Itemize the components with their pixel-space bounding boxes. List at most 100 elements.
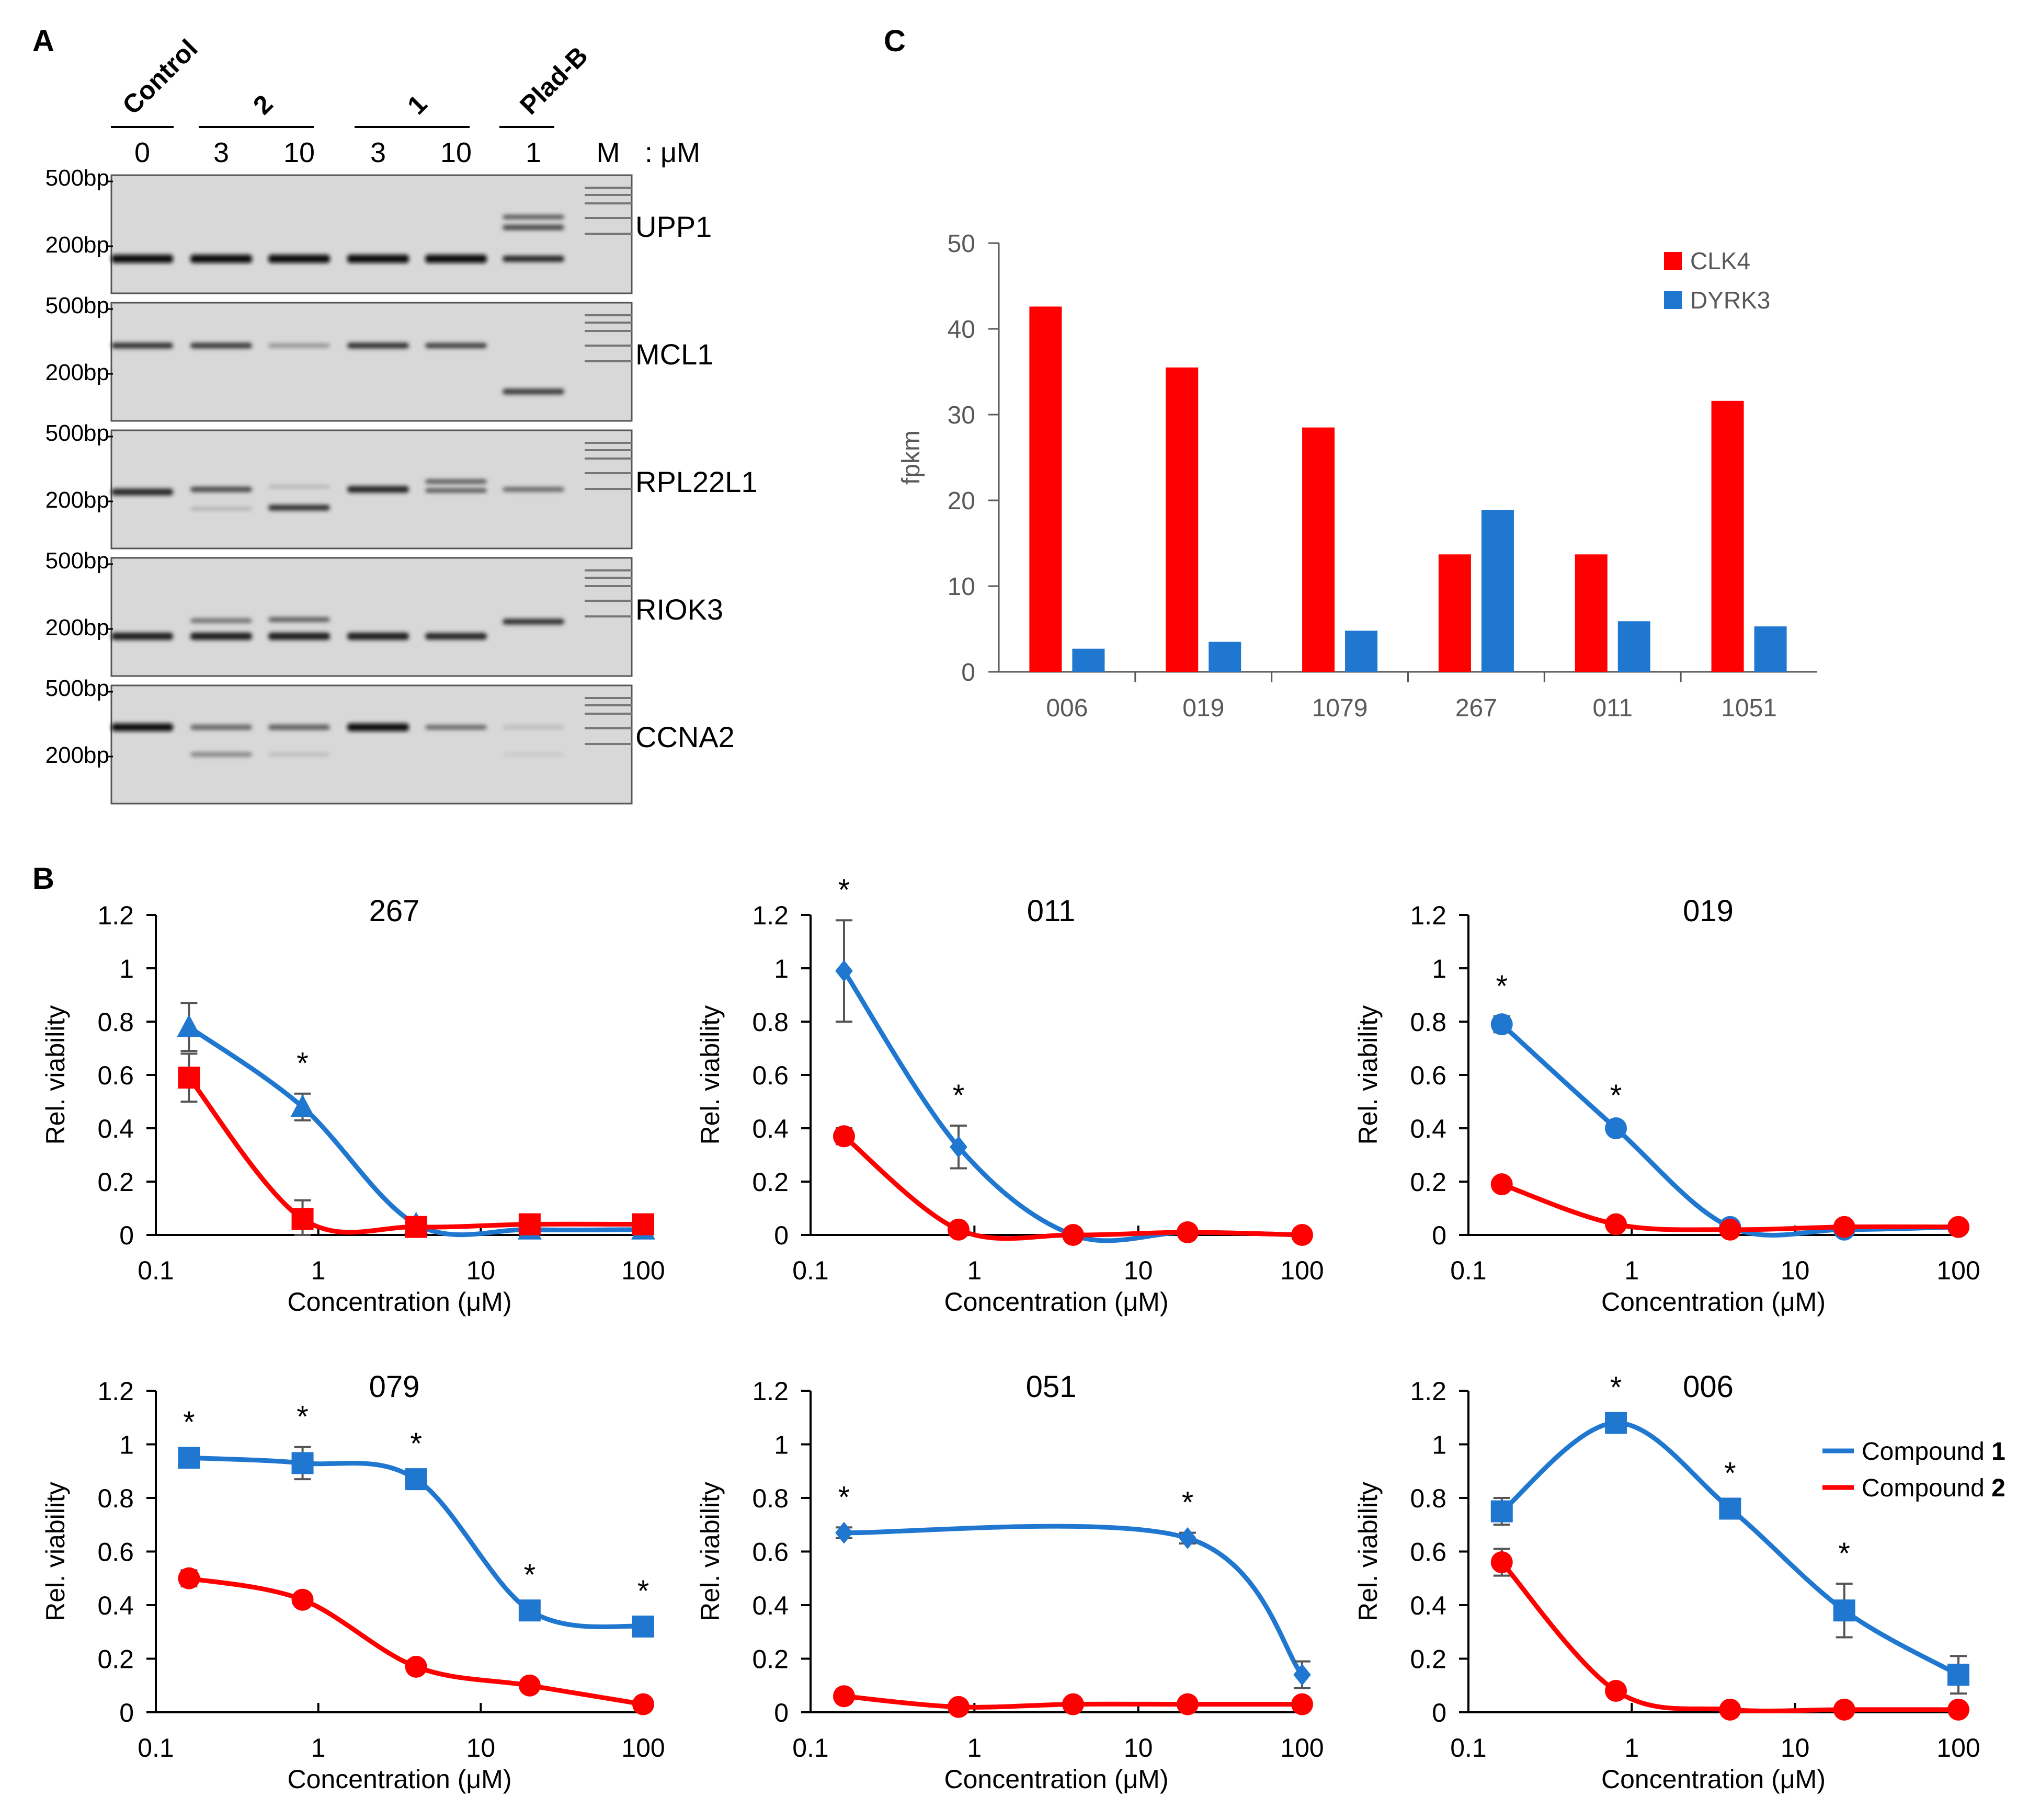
x-axis-label: Concentration (μM)	[288, 1765, 512, 1794]
gel-group-control: Control	[117, 34, 203, 120]
ladder-band	[585, 457, 632, 460]
x-axis-label: Concentration (μM)	[288, 1287, 512, 1317]
y-tick-label: 0.8	[752, 1008, 789, 1037]
y-tick-label: 0	[119, 1698, 134, 1727]
point-2	[1176, 1693, 1199, 1715]
point-1	[1605, 1412, 1627, 1434]
point-1	[405, 1468, 427, 1491]
y-axis-label: Rel. viability	[696, 1005, 725, 1145]
significance-star: *	[183, 1405, 195, 1439]
gel-lane-0: 0	[134, 137, 150, 168]
point-2	[1833, 1698, 1855, 1721]
gel-band	[503, 388, 564, 395]
point-2	[405, 1655, 427, 1678]
bar-dyrk3-006	[1072, 648, 1105, 672]
point-2	[1291, 1693, 1313, 1715]
gel-band	[503, 619, 564, 625]
gel-lane-3: 3	[370, 137, 386, 168]
y-tick-label: 0.8	[752, 1484, 789, 1513]
gel-row-rpl22l1: 500bp 200bp RPL22L1	[45, 420, 758, 550]
y-tick-label: 1	[774, 954, 789, 983]
point-2	[1490, 1173, 1513, 1196]
x-tick-label: 10	[466, 1733, 496, 1762]
x-tick-label: 10	[1124, 1256, 1153, 1285]
ladder-band	[585, 360, 632, 362]
point-2	[1062, 1224, 1084, 1246]
gel-row-upp1: 500bp 200bp UPP1	[45, 165, 712, 294]
gel-lane-5: 1	[526, 137, 541, 168]
x-tick-label: 1079	[1312, 694, 1368, 722]
significance-star: *	[1724, 1456, 1736, 1490]
point-1	[632, 1616, 654, 1638]
y-tick-label: 0.6	[97, 1538, 134, 1567]
chart-011: 0 0.2 0.4 0.6 0.8 1 1.2 0.1 1 10 100 Concentration …	[696, 873, 1324, 1317]
gel-band	[268, 485, 330, 488]
size-marker-500: 500bp	[45, 293, 109, 318]
point-2	[947, 1218, 970, 1241]
significance-star: *	[953, 1079, 965, 1113]
y-tick-label: 0.2	[1410, 1167, 1446, 1197]
gene-label-mcl1: MCL1	[635, 338, 713, 371]
gel-band	[425, 479, 487, 484]
x-tick-label: 1	[311, 1733, 326, 1762]
bar-clk4-267	[1438, 554, 1471, 672]
gel-lane-4: 10	[440, 137, 472, 168]
point-1	[177, 1014, 201, 1037]
point-2	[1176, 1221, 1199, 1243]
gel-band	[425, 725, 487, 730]
ladder-band	[585, 488, 632, 490]
significance-star: *	[637, 1574, 649, 1608]
legend-swatch-clk4	[1664, 252, 1682, 270]
gel-row-ccna2: 500bp 200bp CCNA2	[45, 676, 735, 805]
gel-band	[190, 633, 252, 640]
y-tick-label: 50	[948, 230, 975, 258]
x-tick-label: 0.1	[138, 1733, 174, 1762]
x-tick-label: 10	[1781, 1256, 1810, 1285]
gel-band	[425, 488, 487, 493]
size-marker-500: 500bp	[45, 676, 109, 701]
y-tick-label: 1.2	[97, 901, 134, 930]
gel-lane-marker: M	[597, 137, 620, 168]
point-2	[947, 1696, 970, 1718]
y-tick-label: 0.2	[752, 1645, 789, 1674]
series-line-1	[186, 1024, 646, 1238]
series-line-2	[841, 1134, 1305, 1241]
bar-clk4-1079	[1302, 427, 1335, 672]
point-1	[1719, 1497, 1741, 1520]
size-marker-500: 500bp	[45, 420, 109, 446]
chart-title: 011	[1027, 894, 1075, 928]
significance-star: *	[410, 1427, 422, 1461]
point-1	[518, 1599, 541, 1622]
chart-title: 006	[1683, 1370, 1734, 1404]
gel-band	[425, 343, 487, 348]
gel-band	[503, 215, 564, 219]
ladder-band	[585, 330, 632, 332]
x-tick-label: 10	[1124, 1733, 1153, 1762]
x-tick-label: 100	[1936, 1733, 1980, 1762]
y-tick-label: 1.2	[1410, 901, 1446, 930]
y-tick-label: 1	[774, 1430, 789, 1460]
gel-band	[347, 486, 409, 493]
bar-clk4-1051	[1711, 400, 1744, 672]
gel-band	[111, 633, 173, 640]
ladder-band	[585, 202, 632, 204]
significance-star: *	[524, 1558, 536, 1592]
y-tick-label: 0.4	[752, 1591, 789, 1620]
point-2	[291, 1208, 314, 1230]
bar-clk4-006	[1029, 306, 1062, 672]
point-1	[1490, 1013, 1513, 1036]
significance-star: *	[1610, 1079, 1622, 1113]
ladder-band	[585, 727, 632, 729]
point-1	[1293, 1664, 1311, 1686]
size-marker-500: 500bp	[45, 165, 109, 191]
point-1	[291, 1452, 314, 1474]
y-tick-label: 0.6	[752, 1061, 789, 1090]
gene-label-ccna2: CCNA2	[635, 720, 735, 753]
chart-006: 0 0.2 0.4 0.6 0.8 1 1.2 0.1 1 10 100 Concentration …	[1353, 1370, 2005, 1794]
y-tick-label: 0.6	[1410, 1538, 1446, 1567]
gel-band	[190, 342, 252, 349]
x-axis-label: Concentration (μM)	[944, 1287, 1169, 1317]
gel-image	[110, 302, 633, 422]
y-axis-label: Rel. viability	[1353, 1005, 1383, 1145]
